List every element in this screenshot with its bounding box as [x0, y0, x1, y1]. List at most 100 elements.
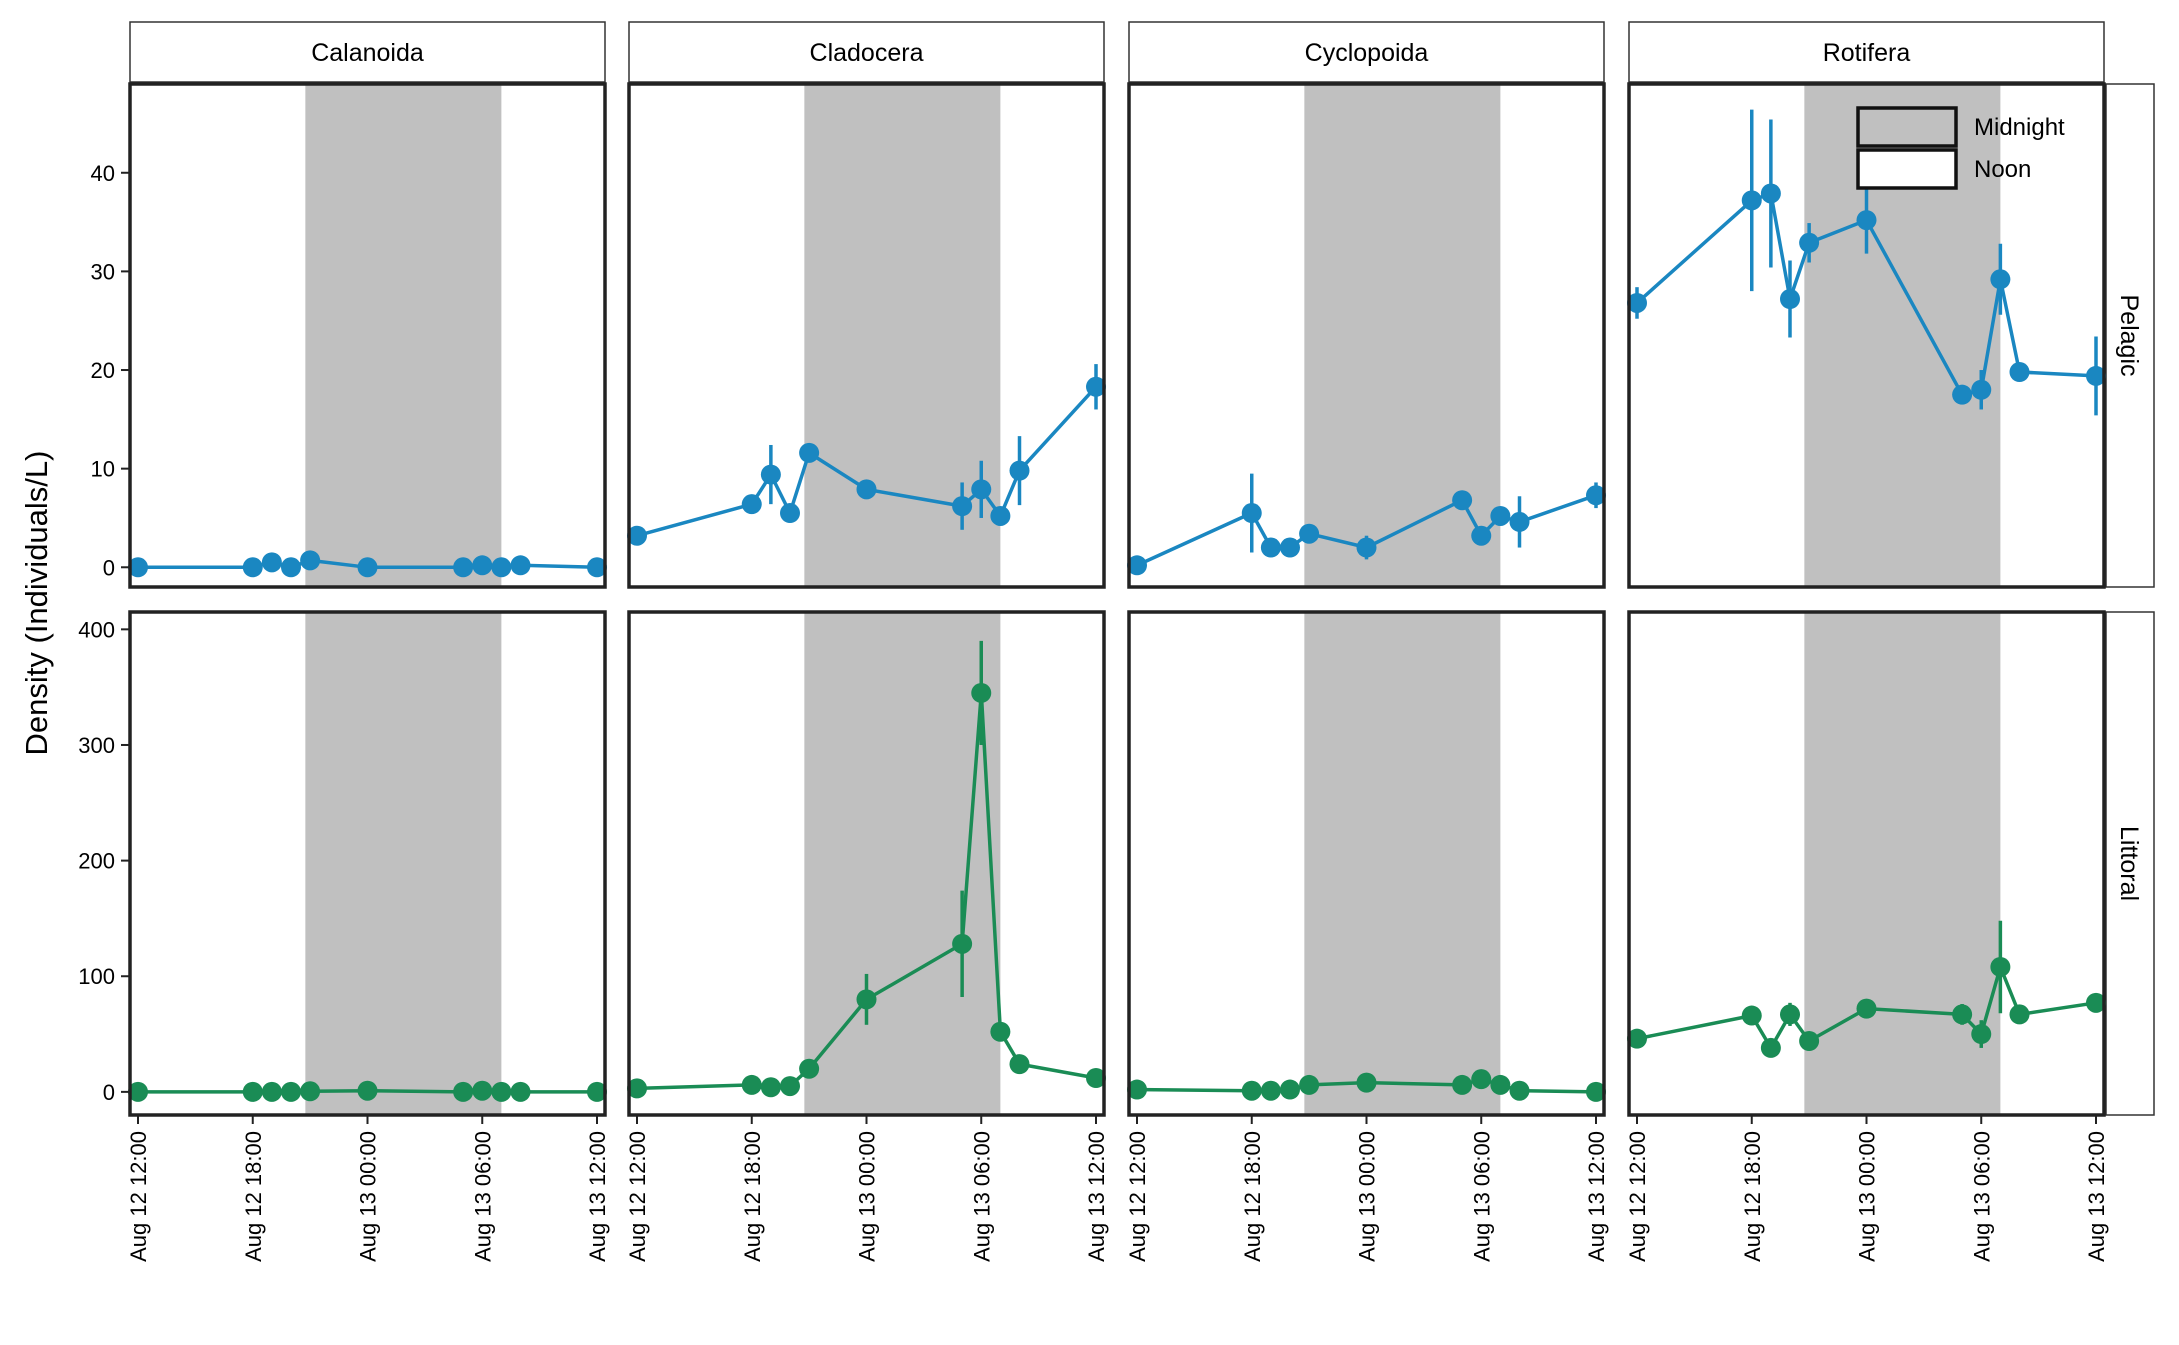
data-point [1971, 1024, 1992, 1045]
data-point [1127, 555, 1147, 576]
panel-pelagic-cladocera [627, 82, 1106, 589]
data-point [1241, 503, 1262, 524]
panel-pelagic-cladocera-night-shading [804, 84, 1001, 587]
x-tick-label: Aug 13 12:00 [2084, 1131, 2109, 1262]
data-point [952, 496, 973, 517]
x-tick-label: Aug 13 12:00 [1084, 1131, 1109, 1262]
legend-label-noon: Noon [1974, 156, 2031, 183]
data-point [261, 552, 282, 573]
data-point [472, 555, 493, 576]
data-point [1952, 384, 1973, 405]
data-point [971, 479, 992, 500]
data-point [510, 555, 531, 576]
data-point [357, 557, 378, 578]
legend-key-noon [1856, 148, 1958, 190]
data-point [1009, 1054, 1030, 1075]
panel-littoral-calanoida-night-shading [305, 612, 502, 1115]
x-tick-label: Aug 13 00:00 [1855, 1131, 1880, 1262]
data-point [1471, 1069, 1492, 1090]
strip-box-pelagic [2105, 83, 2155, 588]
y-tick-label: 30 [91, 259, 115, 284]
strip-label-cladocera: Cladocera [810, 39, 924, 67]
data-point [1452, 490, 1473, 511]
x-axis-cyclopoida: Aug 12 12:00 Aug 12 18:00 Aug 13 00:00 Aug … [1125, 1115, 1609, 1262]
strip-label-rotifera: Rotifera [1823, 39, 1911, 67]
panel-littoral-cladocera [627, 610, 1106, 1117]
data-point [1780, 289, 1800, 310]
panel-pelagic-cyclopoida-night-shading [1304, 84, 1501, 587]
data-point [491, 557, 512, 578]
data-point [1471, 525, 1492, 546]
data-point [1627, 292, 1647, 313]
strip-label-littoral: Littoral [2115, 826, 2143, 901]
data-point [1260, 1080, 1281, 1101]
x-tick-label: Aug 13 06:00 [1969, 1131, 1994, 1262]
panel-littoral-rotifera-night-shading [1804, 612, 2001, 1115]
y-tick-label: 10 [91, 457, 115, 482]
legend-label-midnight: Midnight [1974, 114, 2065, 141]
data-point [1990, 956, 2011, 977]
strip-calanoida: Calanoida [129, 21, 606, 83]
panel-pelagic-cyclopoida-border [1127, 82, 1606, 589]
data-point [799, 1058, 820, 1079]
x-tick-label: Aug 12 18:00 [1740, 1131, 1765, 1262]
data-point [453, 557, 474, 578]
data-point [1856, 998, 1877, 1019]
panel-littoral-calanoida [128, 610, 607, 1117]
x-tick-label: Aug 12 18:00 [241, 1131, 266, 1262]
y-tick-label: 100 [78, 964, 115, 989]
data-point [1509, 1080, 1530, 1101]
data-point [510, 1081, 531, 1102]
data-point [1009, 460, 1030, 481]
x-tick-label: Aug 12 18:00 [1240, 1131, 1265, 1262]
strip-box-rotifera [1628, 21, 2105, 83]
data-point [1452, 1074, 1473, 1095]
data-point [1760, 1037, 1781, 1058]
x-axis-cladocera: Aug 12 12:00 Aug 12 18:00 Aug 13 00:00 Aug … [625, 1115, 1109, 1262]
x-tick-label: Aug 13 00:00 [1355, 1131, 1380, 1262]
data-point [1760, 183, 1781, 204]
data-point [1799, 1030, 1820, 1051]
y-axis-label: Density (Individuals/L) [19, 451, 54, 756]
data-point [1509, 511, 1530, 532]
data-point [472, 1080, 493, 1101]
y-tick-label: 0 [103, 1080, 115, 1105]
x-tick-label: Aug 12 12:00 [1625, 1131, 1650, 1262]
y-axis-pelagic: 0 10 20 30 40 [91, 161, 130, 580]
data-point [1799, 232, 1820, 253]
data-point [1586, 485, 1606, 506]
data-point [952, 933, 973, 954]
x-tick-label: Aug 13 06:00 [969, 1131, 994, 1262]
legend-item-noon: Noon [1856, 148, 2031, 190]
x-tick-label: Aug 13 06:00 [1469, 1131, 1494, 1262]
x-tick-label: Aug 13 00:00 [855, 1131, 880, 1262]
strip-label-calanoida: Calanoida [311, 39, 424, 67]
data-point [2086, 992, 2106, 1013]
legend-item-midnight: Midnight [1856, 106, 2065, 148]
data-point [971, 682, 992, 703]
y-tick-label: 0 [103, 555, 115, 580]
data-point [1952, 1004, 1973, 1025]
data-point [760, 464, 781, 485]
legend: Midnight Noon [1856, 106, 2065, 190]
data-point [1127, 1079, 1147, 1100]
data-point [1260, 537, 1281, 558]
data-point [281, 557, 301, 578]
panel-pelagic-cyclopoida [1127, 82, 1606, 589]
y-tick-label: 40 [91, 161, 115, 186]
data-point [1490, 1074, 1511, 1095]
legend-key-midnight [1856, 106, 1958, 148]
y-tick-label: 20 [91, 358, 115, 383]
data-point [357, 1080, 378, 1101]
data-point [1356, 537, 1377, 558]
panel-pelagic-rotifera-border [1627, 82, 2106, 589]
data-point [856, 479, 877, 500]
panel-littoral-rotifera [1627, 610, 2106, 1117]
data-point [587, 1081, 607, 1102]
data-point [1627, 1028, 1647, 1049]
panel-pelagic-calanoida-border [128, 82, 607, 589]
data-point [1586, 1081, 1606, 1102]
data-point [281, 1081, 301, 1102]
strip-littoral: Littoral [2105, 611, 2155, 1116]
data-point [453, 1081, 474, 1102]
